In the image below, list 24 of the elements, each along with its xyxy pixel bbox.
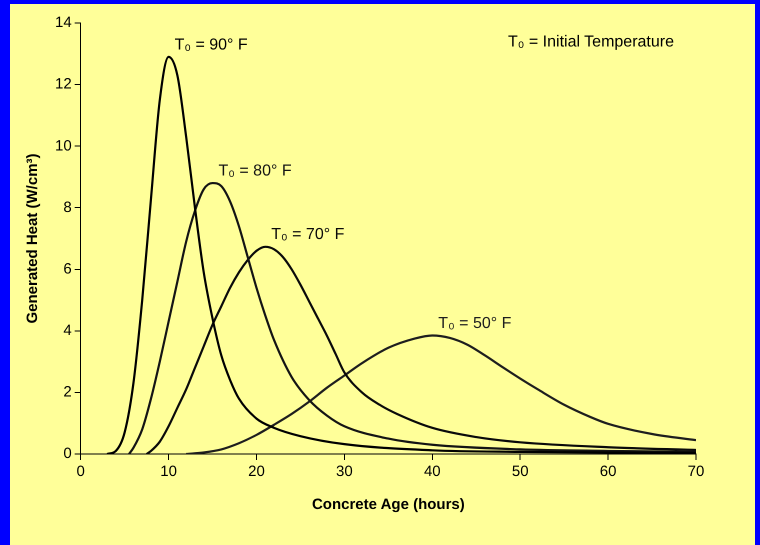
line-series [128, 182, 696, 454]
x-tick-label: 50 [512, 463, 529, 480]
x-tick-label: 20 [248, 463, 265, 480]
x-tick-label: 40 [424, 463, 441, 480]
series-label: T₀ = 70° F [271, 226, 345, 244]
series-label: T₀ = 90° F [174, 36, 248, 54]
series-label: T₀ = 50° F [438, 314, 512, 332]
y-tick-label: 6 [63, 260, 72, 278]
x-tick-label: 70 [688, 463, 704, 480]
x-tick-label: 60 [600, 463, 616, 480]
y-tick-label: 12 [54, 76, 72, 93]
y-tick-label: 0 [63, 445, 72, 462]
annotation: T₀ = Initial Temperature [508, 33, 674, 50]
x-tick-label: 10 [160, 463, 177, 480]
series-label: T₀ = 80° F [218, 162, 292, 180]
y-tick-label: 10 [54, 137, 72, 154]
y-tick-label: 8 [63, 198, 72, 216]
y-tick-label: 2 [63, 384, 72, 401]
y-tick-label: 4 [63, 322, 72, 339]
y-axis-title: Generated Heat (W/cm³) [24, 153, 42, 324]
x-axis-title: Concrete Age (hours) [312, 496, 465, 514]
x-tick-label: 30 [336, 463, 353, 480]
x-tick-label: 0 [76, 463, 85, 480]
y-tick-label: 14 [54, 14, 72, 32]
